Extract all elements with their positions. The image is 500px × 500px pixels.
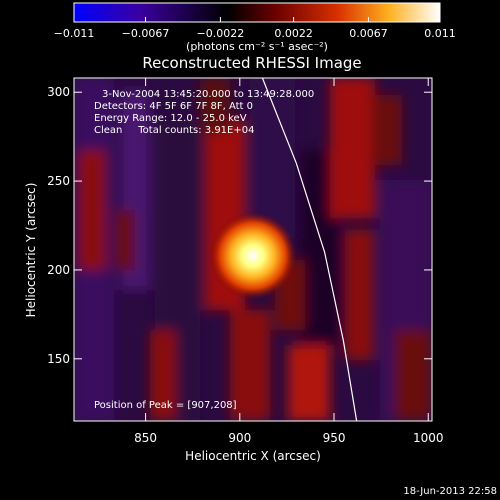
colorbar-tick-label: −0.0022 <box>197 27 245 40</box>
x-tick-label: 850 <box>134 431 157 445</box>
colorbar-tick-label: 0.0067 <box>349 27 388 40</box>
colorbar-tick-label: −0.0067 <box>122 27 170 40</box>
colorbar-ticks: −0.011 −0.0067 −0.0022 0.0022 0.0067 0.011 <box>54 17 456 40</box>
y-tick-label: 250 <box>47 174 70 188</box>
x-axis-label: Heliocentric X (arcsec) <box>185 449 321 463</box>
peak-position: Position of Peak = [907,208] <box>94 400 237 411</box>
colorbar-tick-label: 0.011 <box>424 27 456 40</box>
axis-ticks: 850 900 950 1000 150 200 250 300 <box>47 78 444 445</box>
clean-counts: Clean Total counts: 3.91E+04 <box>94 125 254 136</box>
colorbar <box>73 2 441 23</box>
detectors: Detectors: 4F 5F 6F 7F 8F, Att 0 <box>94 101 253 112</box>
timestamp: 18-Jun-2013 22:58 <box>403 486 497 497</box>
colorbar-tick-label: −0.011 <box>54 27 95 40</box>
x-tick-label: 900 <box>228 431 251 445</box>
energy-range: Energy Range: 12.0 - 25.0 keV <box>94 113 247 124</box>
chart-title: Reconstructed RHESSI Image <box>142 54 361 72</box>
x-tick-label: 950 <box>323 431 346 445</box>
peak-source <box>209 211 297 300</box>
colorbar-unit: (photons cm⁻² s⁻¹ asec⁻²) <box>186 40 328 53</box>
plot-frame <box>73 77 433 422</box>
time-range: 3-Nov-2004 13:45:20.000 to 13:49:28.000 <box>102 89 314 100</box>
x-tick-label: 1000 <box>413 431 444 445</box>
heatmap <box>74 78 432 421</box>
colorbar-tick-label: 0.0022 <box>274 27 313 40</box>
y-tick-label: 300 <box>47 85 70 99</box>
solar-limb <box>261 78 358 421</box>
y-axis-label: Heliocentric Y (arcsec) <box>24 183 38 318</box>
y-tick-label: 150 <box>47 352 70 366</box>
y-tick-label: 200 <box>47 263 70 277</box>
